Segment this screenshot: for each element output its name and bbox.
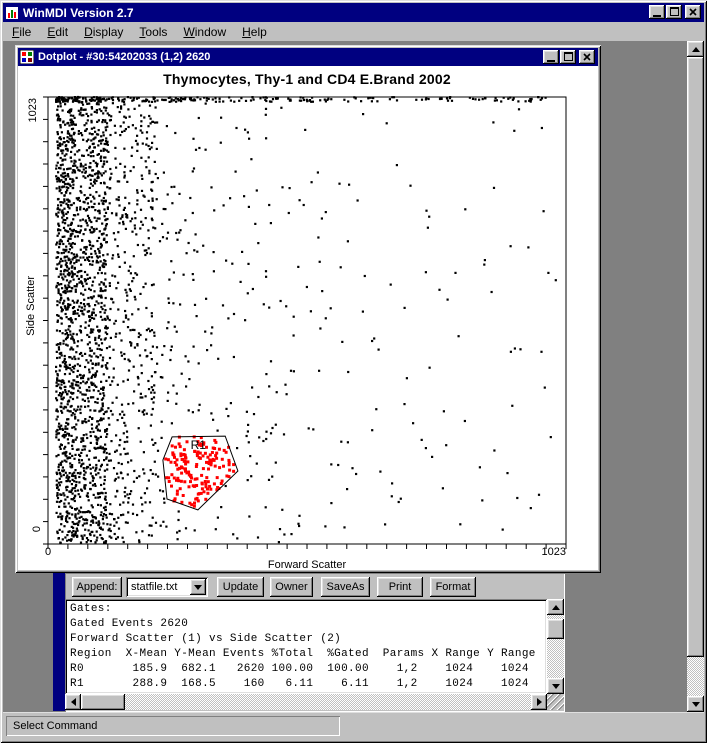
menu-help[interactable]: Help xyxy=(242,24,267,39)
arrow-down-icon xyxy=(691,701,700,707)
status-bar: Select Command xyxy=(3,712,704,740)
close-icon xyxy=(583,53,591,61)
gate-polygon-r1[interactable] xyxy=(162,435,239,511)
gated-points xyxy=(164,435,236,508)
print-button[interactable]: Print xyxy=(377,577,423,597)
scroll-up-button[interactable] xyxy=(547,599,564,615)
scroll-down-button[interactable] xyxy=(687,696,704,712)
axis-ticks xyxy=(43,96,567,549)
minimize-icon xyxy=(547,60,555,62)
scrollbar-thumb[interactable] xyxy=(81,694,125,710)
stats-text[interactable]: Gates: Gated Events 2620 Forward Scatter (… xyxy=(65,599,547,694)
dotplot-window-title: Dotplot - #30:54202033 (1,2) 2620 xyxy=(38,51,211,63)
y-axis-max-label: 1023 xyxy=(27,98,39,123)
statistics-window-edge xyxy=(53,573,65,711)
dotplot-minimize-button[interactable] xyxy=(543,50,559,64)
scrollbar-thumb[interactable] xyxy=(687,57,704,657)
dotplot-window: Dotplot - #30:54202033 (1,2) 2620 Thymoc… xyxy=(15,45,601,573)
stats-line-2: Forward Scatter (1) vs Side Scatter (2) xyxy=(70,633,342,645)
maximize-icon xyxy=(669,7,679,16)
scrollbar-thumb[interactable] xyxy=(547,619,564,639)
format-button[interactable]: Format xyxy=(430,577,476,597)
scroll-down-button[interactable] xyxy=(547,678,564,694)
main-vertical-scrollbar[interactable] xyxy=(687,41,704,712)
menu-file[interactable]: File xyxy=(12,24,32,39)
stats-line-3: Region X-Mean Y-Mean Events %Total %Gate… xyxy=(70,648,536,660)
main-title-bar[interactable]: WinMDI Version 2.7 xyxy=(3,3,704,22)
statistics-window: Append: statfile.txt Update Owner SaveAs Pr… xyxy=(65,573,565,712)
dotplot-svg[interactable]: R1 xyxy=(18,66,598,570)
stats-line-4: R0 185.9 682.1 2620 100.00 100.00 1,2 10… xyxy=(70,663,529,675)
mdi-workspace: Dotplot - #30:54202033 (1,2) 2620 Thymoc… xyxy=(3,41,687,712)
update-button[interactable]: Update xyxy=(217,577,264,597)
dotplot-maximize-button[interactable] xyxy=(560,50,576,64)
stats-line-0: Gates: xyxy=(70,603,112,615)
owner-button[interactable]: Owner xyxy=(270,577,313,597)
scroll-up-button[interactable] xyxy=(687,41,704,57)
maximize-icon xyxy=(563,52,573,61)
stats-vertical-scrollbar[interactable] xyxy=(547,599,564,694)
x-axis-label: Forward Scatter xyxy=(267,559,347,571)
dropdown-arrow-button[interactable] xyxy=(190,579,206,595)
arrow-up-icon xyxy=(551,604,560,610)
arrow-down-icon xyxy=(551,683,560,689)
chevron-down-icon xyxy=(194,584,202,590)
dotplot-close-button[interactable] xyxy=(579,50,595,64)
x-axis-min-label: 0 xyxy=(44,546,52,558)
resize-grip[interactable] xyxy=(547,694,564,710)
arrow-right-icon xyxy=(536,698,542,706)
app-icon[interactable] xyxy=(5,5,19,20)
scroll-right-button[interactable] xyxy=(531,694,547,710)
close-icon xyxy=(689,8,697,16)
dotplot-title-bar[interactable]: Dotplot - #30:54202033 (1,2) 2620 xyxy=(18,48,598,66)
append-button[interactable]: Append: xyxy=(72,577,122,597)
plot-frame xyxy=(47,96,567,545)
gate-label: R1 xyxy=(191,438,207,452)
statfile-dropdown[interactable]: statfile.txt xyxy=(126,577,208,597)
stats-horizontal-scrollbar[interactable] xyxy=(65,694,547,710)
x-axis-max-label: 1023 xyxy=(541,546,566,558)
saveas-button[interactable]: SaveAs xyxy=(321,577,370,597)
dotplot-icon xyxy=(20,50,34,64)
main-window-title: WinMDI Version 2.7 xyxy=(23,5,134,20)
status-message: Select Command xyxy=(6,716,340,736)
scroll-left-button[interactable] xyxy=(65,694,81,710)
menu-bar: File Edit Display Tools Window Help xyxy=(3,23,704,40)
maximize-button[interactable] xyxy=(666,5,682,19)
menu-window[interactable]: Window xyxy=(183,24,227,39)
y-axis-label: Side Scatter xyxy=(25,276,37,336)
menu-edit[interactable]: Edit xyxy=(47,24,69,39)
dotplot-canvas[interactable]: Thymocytes, Thy-1 and CD4 E.Brand 2002 R… xyxy=(18,66,598,571)
close-button[interactable] xyxy=(685,5,701,19)
arrow-up-icon xyxy=(691,46,700,52)
menu-tools[interactable]: Tools xyxy=(139,24,168,39)
menu-display[interactable]: Display xyxy=(84,24,124,39)
chart-title: Thymocytes, Thy-1 and CD4 E.Brand 2002 xyxy=(163,71,451,87)
scatter-points xyxy=(55,95,557,544)
minimize-button[interactable] xyxy=(649,5,665,19)
stats-line-1: Gated Events 2620 xyxy=(70,618,189,630)
stats-line-5: R1 288.9 168.5 160 6.11 6.11 1,2 1024 10… xyxy=(70,678,529,690)
arrow-left-icon xyxy=(70,698,76,706)
y-axis-min-label: 0 xyxy=(31,526,43,533)
minimize-icon xyxy=(653,15,661,17)
statfile-dropdown-value: statfile.txt xyxy=(131,581,178,593)
